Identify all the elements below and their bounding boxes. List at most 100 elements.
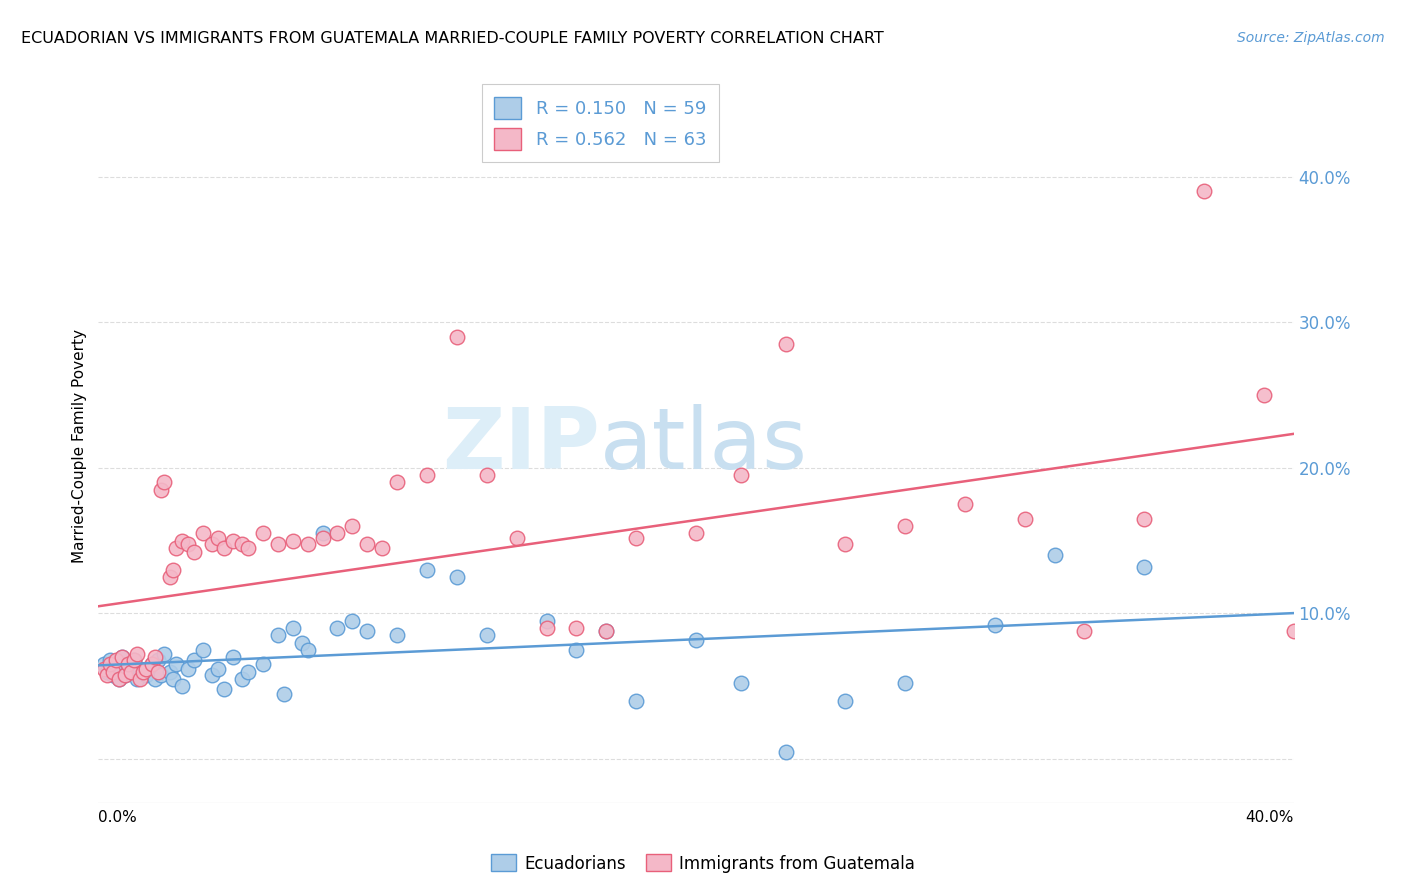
Y-axis label: Married-Couple Family Poverty: Married-Couple Family Poverty bbox=[72, 329, 87, 563]
Point bbox=[984, 618, 1007, 632]
Point bbox=[595, 624, 617, 638]
Point bbox=[172, 679, 194, 693]
Text: ZIP: ZIP bbox=[443, 404, 600, 488]
Point bbox=[150, 483, 173, 497]
Point bbox=[108, 672, 131, 686]
Point bbox=[385, 475, 409, 490]
Point bbox=[775, 337, 797, 351]
Point bbox=[730, 468, 752, 483]
Point bbox=[565, 643, 588, 657]
Text: atlas: atlas bbox=[600, 404, 808, 488]
Point bbox=[207, 662, 229, 676]
Point bbox=[120, 665, 142, 679]
Point bbox=[231, 536, 253, 550]
Point bbox=[371, 541, 394, 555]
Point bbox=[124, 653, 146, 667]
Point bbox=[127, 647, 149, 661]
Point bbox=[127, 672, 149, 686]
Point bbox=[536, 614, 558, 628]
Point bbox=[356, 536, 378, 550]
Point bbox=[1282, 624, 1305, 638]
Point bbox=[148, 653, 170, 667]
Point bbox=[626, 531, 648, 545]
Point bbox=[775, 745, 797, 759]
Point bbox=[153, 647, 176, 661]
Point bbox=[326, 526, 349, 541]
Text: 40.0%: 40.0% bbox=[1246, 810, 1294, 825]
Point bbox=[834, 536, 856, 550]
Point bbox=[98, 657, 122, 672]
Point bbox=[626, 694, 648, 708]
Point bbox=[236, 665, 259, 679]
Point bbox=[273, 687, 295, 701]
Point bbox=[143, 672, 166, 686]
Point bbox=[475, 628, 498, 642]
Point bbox=[1192, 184, 1215, 198]
Point bbox=[96, 667, 118, 681]
Point bbox=[162, 672, 184, 686]
Point bbox=[730, 676, 752, 690]
Point bbox=[201, 667, 224, 681]
Point bbox=[252, 657, 274, 672]
Point bbox=[297, 643, 319, 657]
Point bbox=[231, 672, 253, 686]
Point bbox=[103, 665, 125, 679]
Point bbox=[165, 541, 187, 555]
Point bbox=[536, 621, 558, 635]
Point bbox=[1043, 548, 1066, 562]
Point bbox=[124, 653, 146, 667]
Point bbox=[953, 497, 976, 511]
Point bbox=[565, 621, 588, 635]
Point bbox=[326, 621, 349, 635]
Point bbox=[1133, 512, 1156, 526]
Point bbox=[183, 653, 205, 667]
Point bbox=[356, 624, 378, 638]
Point bbox=[267, 628, 290, 642]
Point bbox=[132, 665, 155, 679]
Point bbox=[105, 662, 128, 676]
Point bbox=[894, 676, 917, 690]
Text: 0.0%: 0.0% bbox=[98, 810, 138, 825]
Text: Source: ZipAtlas.com: Source: ZipAtlas.com bbox=[1237, 31, 1385, 45]
Point bbox=[111, 650, 134, 665]
Point bbox=[236, 541, 259, 555]
Point bbox=[297, 536, 319, 550]
Point bbox=[172, 533, 194, 548]
Point bbox=[222, 650, 245, 665]
Point bbox=[834, 694, 856, 708]
Point bbox=[129, 662, 152, 676]
Point bbox=[212, 541, 235, 555]
Point bbox=[105, 653, 128, 667]
Point bbox=[342, 519, 364, 533]
Point bbox=[201, 536, 224, 550]
Point bbox=[191, 526, 214, 541]
Point bbox=[114, 667, 136, 681]
Point bbox=[212, 682, 235, 697]
Point bbox=[1133, 560, 1156, 574]
Point bbox=[150, 667, 173, 681]
Point bbox=[291, 635, 314, 649]
Point bbox=[98, 653, 122, 667]
Point bbox=[120, 665, 142, 679]
Point bbox=[385, 628, 409, 642]
Point bbox=[103, 667, 125, 681]
Point bbox=[93, 657, 115, 672]
Point bbox=[162, 563, 184, 577]
Point bbox=[207, 531, 229, 545]
Point bbox=[595, 624, 617, 638]
Text: ECUADORIAN VS IMMIGRANTS FROM GUATEMALA MARRIED-COUPLE FAMILY POVERTY CORRELATIO: ECUADORIAN VS IMMIGRANTS FROM GUATEMALA … bbox=[21, 31, 884, 46]
Point bbox=[148, 665, 170, 679]
Point bbox=[141, 657, 163, 672]
Point bbox=[446, 330, 468, 344]
Point bbox=[93, 662, 115, 676]
Point bbox=[143, 650, 166, 665]
Point bbox=[685, 632, 707, 647]
Point bbox=[141, 657, 163, 672]
Legend: Ecuadorians, Immigrants from Guatemala: Ecuadorians, Immigrants from Guatemala bbox=[484, 847, 922, 880]
Point bbox=[159, 665, 181, 679]
Point bbox=[1253, 388, 1275, 402]
Point bbox=[159, 570, 181, 584]
Point bbox=[177, 536, 200, 550]
Point bbox=[117, 657, 139, 672]
Point bbox=[506, 531, 529, 545]
